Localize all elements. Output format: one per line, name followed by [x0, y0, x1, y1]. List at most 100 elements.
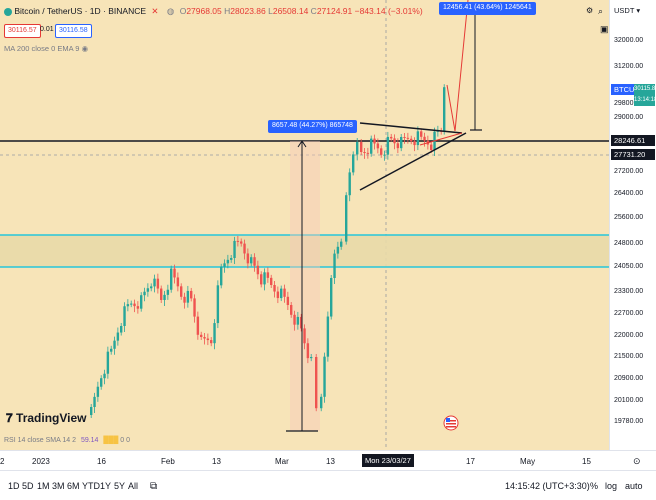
candle: [340, 241, 343, 247]
currency-label: USDT: [614, 6, 635, 15]
candle: [376, 143, 380, 149]
sell-button[interactable]: 30116.57: [4, 24, 41, 38]
candle: [380, 148, 383, 155]
candle: [315, 357, 318, 409]
settings-icon[interactable]: ⚙: [586, 6, 594, 15]
crosshair-price-tag: 27731.20: [611, 149, 655, 160]
candle: [223, 263, 226, 267]
candle: [270, 277, 273, 285]
currency-selector[interactable]: USDT ▾: [614, 6, 640, 15]
candle: [283, 288, 286, 297]
candle: [293, 314, 296, 325]
rsi-legend[interactable]: RSI 14 close SMA 14 2 59.14 ███ 0 0: [4, 437, 130, 444]
percent-toggle[interactable]: %: [590, 481, 599, 491]
candle: [170, 268, 173, 290]
timeframe-6m[interactable]: 6M: [67, 481, 80, 491]
rsi-value: 59.14: [80, 437, 99, 444]
timeframe-3m[interactable]: 3M: [52, 481, 65, 491]
chart-area[interactable]: Bitcoin / TetherUS · 1D · BINANCE ✕ ◍ O2…: [0, 0, 609, 450]
time-label: 2023: [32, 457, 50, 466]
candle: [176, 277, 180, 287]
candle: [326, 316, 330, 357]
indicator-legend[interactable]: MA 200 close 0 EMA 9 ◉: [4, 44, 88, 53]
candle: [216, 285, 220, 324]
open-label: O: [179, 6, 187, 16]
date-range-icon[interactable]: ⧉: [150, 481, 158, 492]
candle: [123, 306, 126, 326]
tv-logo-icon: 𝟕: [6, 411, 13, 425]
candle: [243, 243, 246, 254]
candle: [400, 137, 403, 149]
time-label: 13: [326, 457, 335, 466]
candle: [190, 290, 193, 299]
clock-label[interactable]: 14:15:42 (UTC+3:30): [505, 481, 590, 491]
candle: [356, 142, 359, 155]
candle: [150, 286, 153, 289]
timeframe-1m[interactable]: 1M: [37, 481, 50, 491]
price-scale[interactable]: USDT ▾ 32000.00 31200.00 29800.00 29000.00 2…: [609, 0, 656, 450]
candle: [406, 137, 410, 139]
candle: [260, 274, 263, 285]
price-tick: 29800.00: [614, 100, 644, 107]
price-tick: 27200.00: [614, 168, 644, 175]
time-axis[interactable]: 2 2023 16 Feb 13 Mar 13 Mon 23/03/27 17 …: [0, 450, 656, 471]
candle: [210, 340, 213, 344]
candle: [180, 286, 183, 297]
search-icon[interactable]: ⌕: [598, 6, 604, 16]
price-chart[interactable]: [0, 0, 609, 450]
candle: [330, 278, 333, 317]
candle: [303, 328, 306, 344]
candle: [166, 289, 170, 295]
candle: [320, 396, 323, 409]
symbol-title[interactable]: Bitcoin / TetherUS · 1D · BINANCE: [14, 6, 147, 16]
rsi-extra: 0 0: [120, 437, 130, 444]
close-icon[interactable]: ✕: [151, 6, 159, 16]
candle: [410, 138, 413, 142]
candle: [136, 306, 140, 309]
timeframe-1y[interactable]: 1Y: [100, 481, 112, 491]
measure-label-upper[interactable]: 12456.41 (43.64%) 1245641: [439, 2, 536, 15]
low-label: L: [268, 6, 273, 16]
candle: [173, 268, 176, 278]
candle: [420, 131, 423, 137]
buy-button[interactable]: 30116.58: [55, 24, 92, 38]
candle: [256, 265, 260, 275]
support-zone: [0, 235, 609, 267]
price-tick: 21500.00: [614, 353, 644, 360]
symbol-tag: BTCUSDT: [611, 84, 655, 95]
timeframe-all[interactable]: All: [128, 481, 139, 491]
auto-toggle[interactable]: auto: [625, 481, 643, 491]
hidden-icon[interactable]: ◍: [166, 6, 175, 16]
close-value: 27124.91: [316, 6, 353, 16]
projection-arrow: [454, 0, 469, 132]
candle: [140, 295, 143, 309]
time-label: 16: [97, 457, 106, 466]
eye-icon[interactable]: ◉: [81, 44, 89, 53]
chevron-down-icon: ▾: [636, 6, 641, 15]
brand-name: TradingView: [16, 411, 87, 425]
candle: [263, 272, 266, 285]
measure-label-lower[interactable]: 8657.48 (44.27%) 865748: [268, 120, 357, 133]
candle: [110, 348, 113, 352]
candle: [143, 291, 146, 296]
timeframe-ytd[interactable]: YTD: [82, 481, 100, 491]
price-tick: 22000.00: [614, 332, 644, 339]
camera-icon[interactable]: ▣: [600, 24, 609, 34]
candle: [296, 316, 300, 325]
timeframe-1d[interactable]: 1D: [8, 481, 20, 491]
go-to-date-icon[interactable]: ⊙: [633, 456, 641, 466]
timeframe-5y[interactable]: 5Y: [114, 481, 126, 491]
candle: [348, 172, 351, 196]
candle: [416, 131, 420, 146]
log-toggle[interactable]: log: [605, 481, 618, 491]
price-tick: 24800.00: [614, 240, 644, 247]
candle: [233, 240, 236, 258]
low-value: 26508.14: [272, 6, 309, 16]
candle: [290, 305, 293, 315]
open-value: 27968.05: [186, 6, 222, 16]
price-tick: 29000.00: [614, 114, 644, 121]
timeframe-5d[interactable]: 5D: [22, 481, 34, 491]
candle: [93, 396, 96, 407]
candle: [103, 373, 106, 379]
candle: [203, 337, 206, 339]
